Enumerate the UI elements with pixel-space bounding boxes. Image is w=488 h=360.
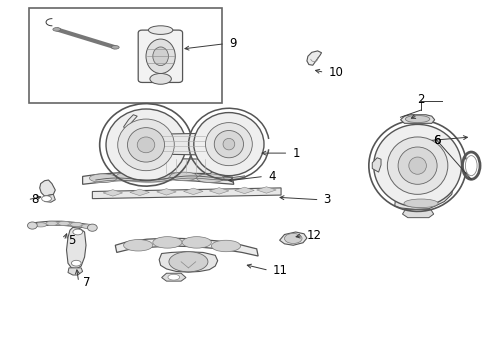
Ellipse shape <box>127 128 164 162</box>
Polygon shape <box>279 232 306 245</box>
Polygon shape <box>44 194 55 202</box>
Text: 6: 6 <box>432 134 440 147</box>
Ellipse shape <box>116 172 143 181</box>
Ellipse shape <box>150 73 171 84</box>
Ellipse shape <box>196 174 224 183</box>
Ellipse shape <box>223 138 234 150</box>
Ellipse shape <box>73 229 82 235</box>
Ellipse shape <box>193 113 264 176</box>
Ellipse shape <box>168 252 207 272</box>
Ellipse shape <box>46 221 58 226</box>
Ellipse shape <box>373 125 461 207</box>
Ellipse shape <box>146 39 175 73</box>
Ellipse shape <box>35 223 46 227</box>
FancyBboxPatch shape <box>138 30 182 82</box>
Ellipse shape <box>214 131 243 158</box>
Ellipse shape <box>81 224 93 228</box>
Text: 6: 6 <box>432 134 440 147</box>
Polygon shape <box>306 51 321 65</box>
Polygon shape <box>103 190 122 196</box>
Ellipse shape <box>205 123 252 166</box>
Polygon shape <box>209 188 228 194</box>
Text: 4: 4 <box>267 170 275 183</box>
Ellipse shape <box>58 221 70 226</box>
Polygon shape <box>402 210 433 218</box>
Bar <box>29 8 221 103</box>
Polygon shape <box>115 238 258 256</box>
Ellipse shape <box>111 45 119 49</box>
Polygon shape <box>82 172 233 184</box>
Polygon shape <box>400 115 434 123</box>
Ellipse shape <box>118 119 174 171</box>
Polygon shape <box>256 187 276 193</box>
Ellipse shape <box>405 116 429 123</box>
Ellipse shape <box>403 199 437 208</box>
Ellipse shape <box>143 171 170 180</box>
Ellipse shape <box>153 47 168 66</box>
Ellipse shape <box>87 224 97 231</box>
Polygon shape <box>161 273 185 281</box>
Polygon shape <box>157 189 176 195</box>
Text: 10: 10 <box>328 66 343 79</box>
Ellipse shape <box>137 137 155 153</box>
Text: 7: 7 <box>82 276 90 289</box>
Text: 2: 2 <box>416 93 424 106</box>
Polygon shape <box>394 183 452 210</box>
Ellipse shape <box>71 260 81 266</box>
Ellipse shape <box>53 28 61 31</box>
Ellipse shape <box>123 239 153 251</box>
Text: 8: 8 <box>31 193 39 206</box>
Ellipse shape <box>27 222 37 229</box>
Text: 1: 1 <box>292 147 299 159</box>
Ellipse shape <box>167 274 179 280</box>
Text: 12: 12 <box>306 229 321 242</box>
Polygon shape <box>92 188 281 199</box>
Polygon shape <box>123 115 137 130</box>
Polygon shape <box>152 158 214 174</box>
Ellipse shape <box>397 147 436 184</box>
Ellipse shape <box>70 222 82 226</box>
Polygon shape <box>68 268 82 275</box>
Ellipse shape <box>41 196 51 202</box>
Ellipse shape <box>89 174 117 183</box>
Polygon shape <box>30 221 96 229</box>
Text: 11: 11 <box>272 264 287 277</box>
Polygon shape <box>161 134 205 155</box>
Ellipse shape <box>106 109 185 181</box>
Ellipse shape <box>182 237 211 248</box>
Ellipse shape <box>211 240 240 252</box>
Text: 9: 9 <box>228 37 236 50</box>
Text: 3: 3 <box>323 193 330 206</box>
Ellipse shape <box>284 233 302 243</box>
Ellipse shape <box>169 172 197 181</box>
Polygon shape <box>371 158 380 172</box>
Polygon shape <box>66 227 86 269</box>
Ellipse shape <box>386 137 447 194</box>
Text: 5: 5 <box>68 234 75 247</box>
Ellipse shape <box>153 237 182 248</box>
Polygon shape <box>159 252 217 272</box>
Ellipse shape <box>148 26 172 35</box>
Polygon shape <box>130 189 149 195</box>
Polygon shape <box>40 180 55 196</box>
Ellipse shape <box>408 157 426 174</box>
Polygon shape <box>234 187 254 194</box>
Polygon shape <box>183 188 203 194</box>
